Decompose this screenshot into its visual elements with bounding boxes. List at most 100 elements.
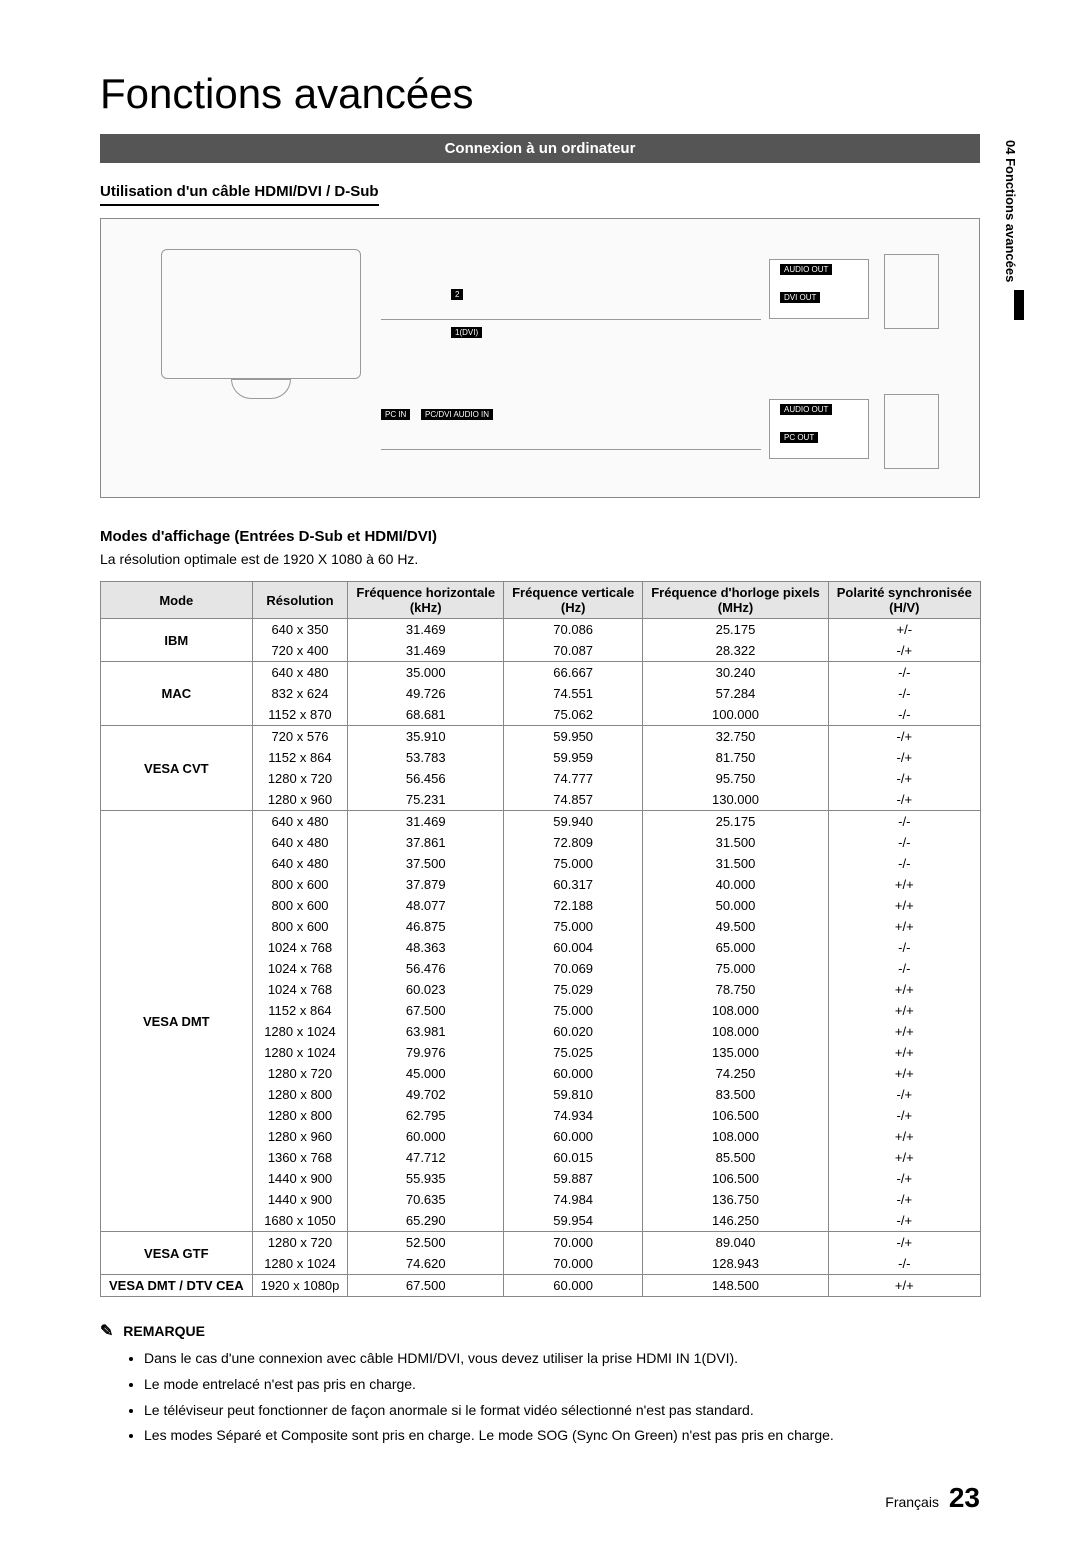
cell-v: 59.940 [504,811,643,833]
table-row: IBM640 x 35031.46970.08625.175+/- [101,619,981,641]
cell-h: 45.000 [348,1063,504,1084]
cell-res: 1024 x 768 [252,979,348,1000]
footer-page-number: 23 [949,1482,980,1513]
cell-res: 1280 x 1024 [252,1253,348,1275]
footer-language: Français [885,1494,939,1510]
cable-bottom [381,449,761,450]
cell-p: 108.000 [643,1126,829,1147]
cell-p: 40.000 [643,874,829,895]
cell-s: -/- [828,853,980,874]
cell-h: 56.456 [348,768,504,789]
cell-p: 50.000 [643,895,829,916]
cell-res: 1280 x 1024 [252,1021,348,1042]
cell-s: +/+ [828,1000,980,1021]
cell-s: -/- [828,683,980,704]
cell-res: 800 x 600 [252,895,348,916]
cell-s: -/+ [828,1210,980,1232]
cell-mode: VESA CVT [101,726,253,811]
cell-p: 65.000 [643,937,829,958]
cell-v: 59.887 [504,1168,643,1189]
cell-s: +/- [828,619,980,641]
cell-s: -/+ [828,1105,980,1126]
cell-p: 25.175 [643,811,829,833]
connection-diagram: AUDIO OUT DVI OUT AUDIO OUT PC OUT 2 1(D… [100,218,980,498]
cell-p: 135.000 [643,1042,829,1063]
cell-h: 67.500 [348,1000,504,1021]
cell-res: 640 x 480 [252,832,348,853]
cell-res: 1152 x 864 [252,747,348,768]
cell-res: 1280 x 800 [252,1084,348,1105]
cell-res: 640 x 480 [252,811,348,833]
cell-p: 28.322 [643,640,829,662]
cell-h: 55.935 [348,1168,504,1189]
cell-v: 74.777 [504,768,643,789]
cell-p: 148.500 [643,1275,829,1297]
cell-p: 81.750 [643,747,829,768]
cell-mode: VESA DMT / DTV CEA [101,1275,253,1297]
cell-h: 49.702 [348,1084,504,1105]
cell-res: 1440 x 900 [252,1189,348,1210]
cell-s: +/+ [828,1275,980,1297]
cell-p: 95.750 [643,768,829,789]
cell-p: 89.040 [643,1232,829,1254]
cell-v: 75.062 [504,704,643,726]
cell-h: 62.795 [348,1105,504,1126]
section-title-bar: Connexion à un ordinateur [100,134,980,163]
cell-res: 1280 x 800 [252,1105,348,1126]
cell-s: -/+ [828,1084,980,1105]
cell-h: 67.500 [348,1275,504,1297]
cell-p: 78.750 [643,979,829,1000]
side-black-marker [1014,290,1024,320]
label-pc-in: PC IN [381,409,410,420]
cell-s: -/- [828,937,980,958]
col-pclk: Fréquence d'horloge pixels (MHz) [643,582,829,619]
cell-s: -/+ [828,1189,980,1210]
cell-h: 35.000 [348,662,504,684]
cell-v: 70.000 [504,1253,643,1275]
cell-p: 85.500 [643,1147,829,1168]
cell-p: 30.240 [643,662,829,684]
cell-h: 31.469 [348,811,504,833]
tv-icon [161,249,361,379]
cell-h: 37.879 [348,874,504,895]
tv-stand-icon [231,379,291,399]
cell-p: 130.000 [643,789,829,811]
cell-h: 75.231 [348,789,504,811]
cell-v: 60.020 [504,1021,643,1042]
cell-h: 35.910 [348,726,504,748]
col-pol: Polarité synchronisée (H/V) [828,582,980,619]
cell-v: 72.188 [504,895,643,916]
cell-res: 720 x 576 [252,726,348,748]
port-panel-top: AUDIO OUT DVI OUT [769,259,869,319]
label-audio-out-bot: AUDIO OUT [780,404,832,415]
col-vfreq: Fréquence verticale (Hz) [504,582,643,619]
cell-res: 832 x 624 [252,683,348,704]
remarque-item: Le mode entrelacé n'est pas pris en char… [144,1373,980,1397]
cell-p: 25.175 [643,619,829,641]
cell-v: 75.025 [504,1042,643,1063]
remarque-item: Les modes Séparé et Composite sont pris … [144,1424,980,1448]
page-footer: Français 23 [100,1482,980,1514]
cell-s: +/+ [828,1021,980,1042]
table-row: VESA DMT640 x 48031.46959.94025.175-/- [101,811,981,833]
cell-p: 146.250 [643,1210,829,1232]
cell-p: 57.284 [643,683,829,704]
cell-s: -/- [828,811,980,833]
cell-v: 59.954 [504,1210,643,1232]
cell-p: 106.500 [643,1168,829,1189]
cell-s: -/- [828,832,980,853]
cell-v: 70.087 [504,640,643,662]
cell-v: 74.984 [504,1189,643,1210]
cell-v: 74.857 [504,789,643,811]
label-pc-out: PC OUT [780,432,818,443]
cell-mode: MAC [101,662,253,726]
cell-h: 49.726 [348,683,504,704]
cell-res: 640 x 350 [252,619,348,641]
cell-res: 1280 x 960 [252,789,348,811]
cell-v: 60.000 [504,1275,643,1297]
cell-s: -/- [828,662,980,684]
remarque-block: ✎ REMARQUE Dans le cas d'une connexion a… [100,1321,980,1448]
cell-s: -/+ [828,789,980,811]
cell-s: +/+ [828,979,980,1000]
cell-v: 59.959 [504,747,643,768]
